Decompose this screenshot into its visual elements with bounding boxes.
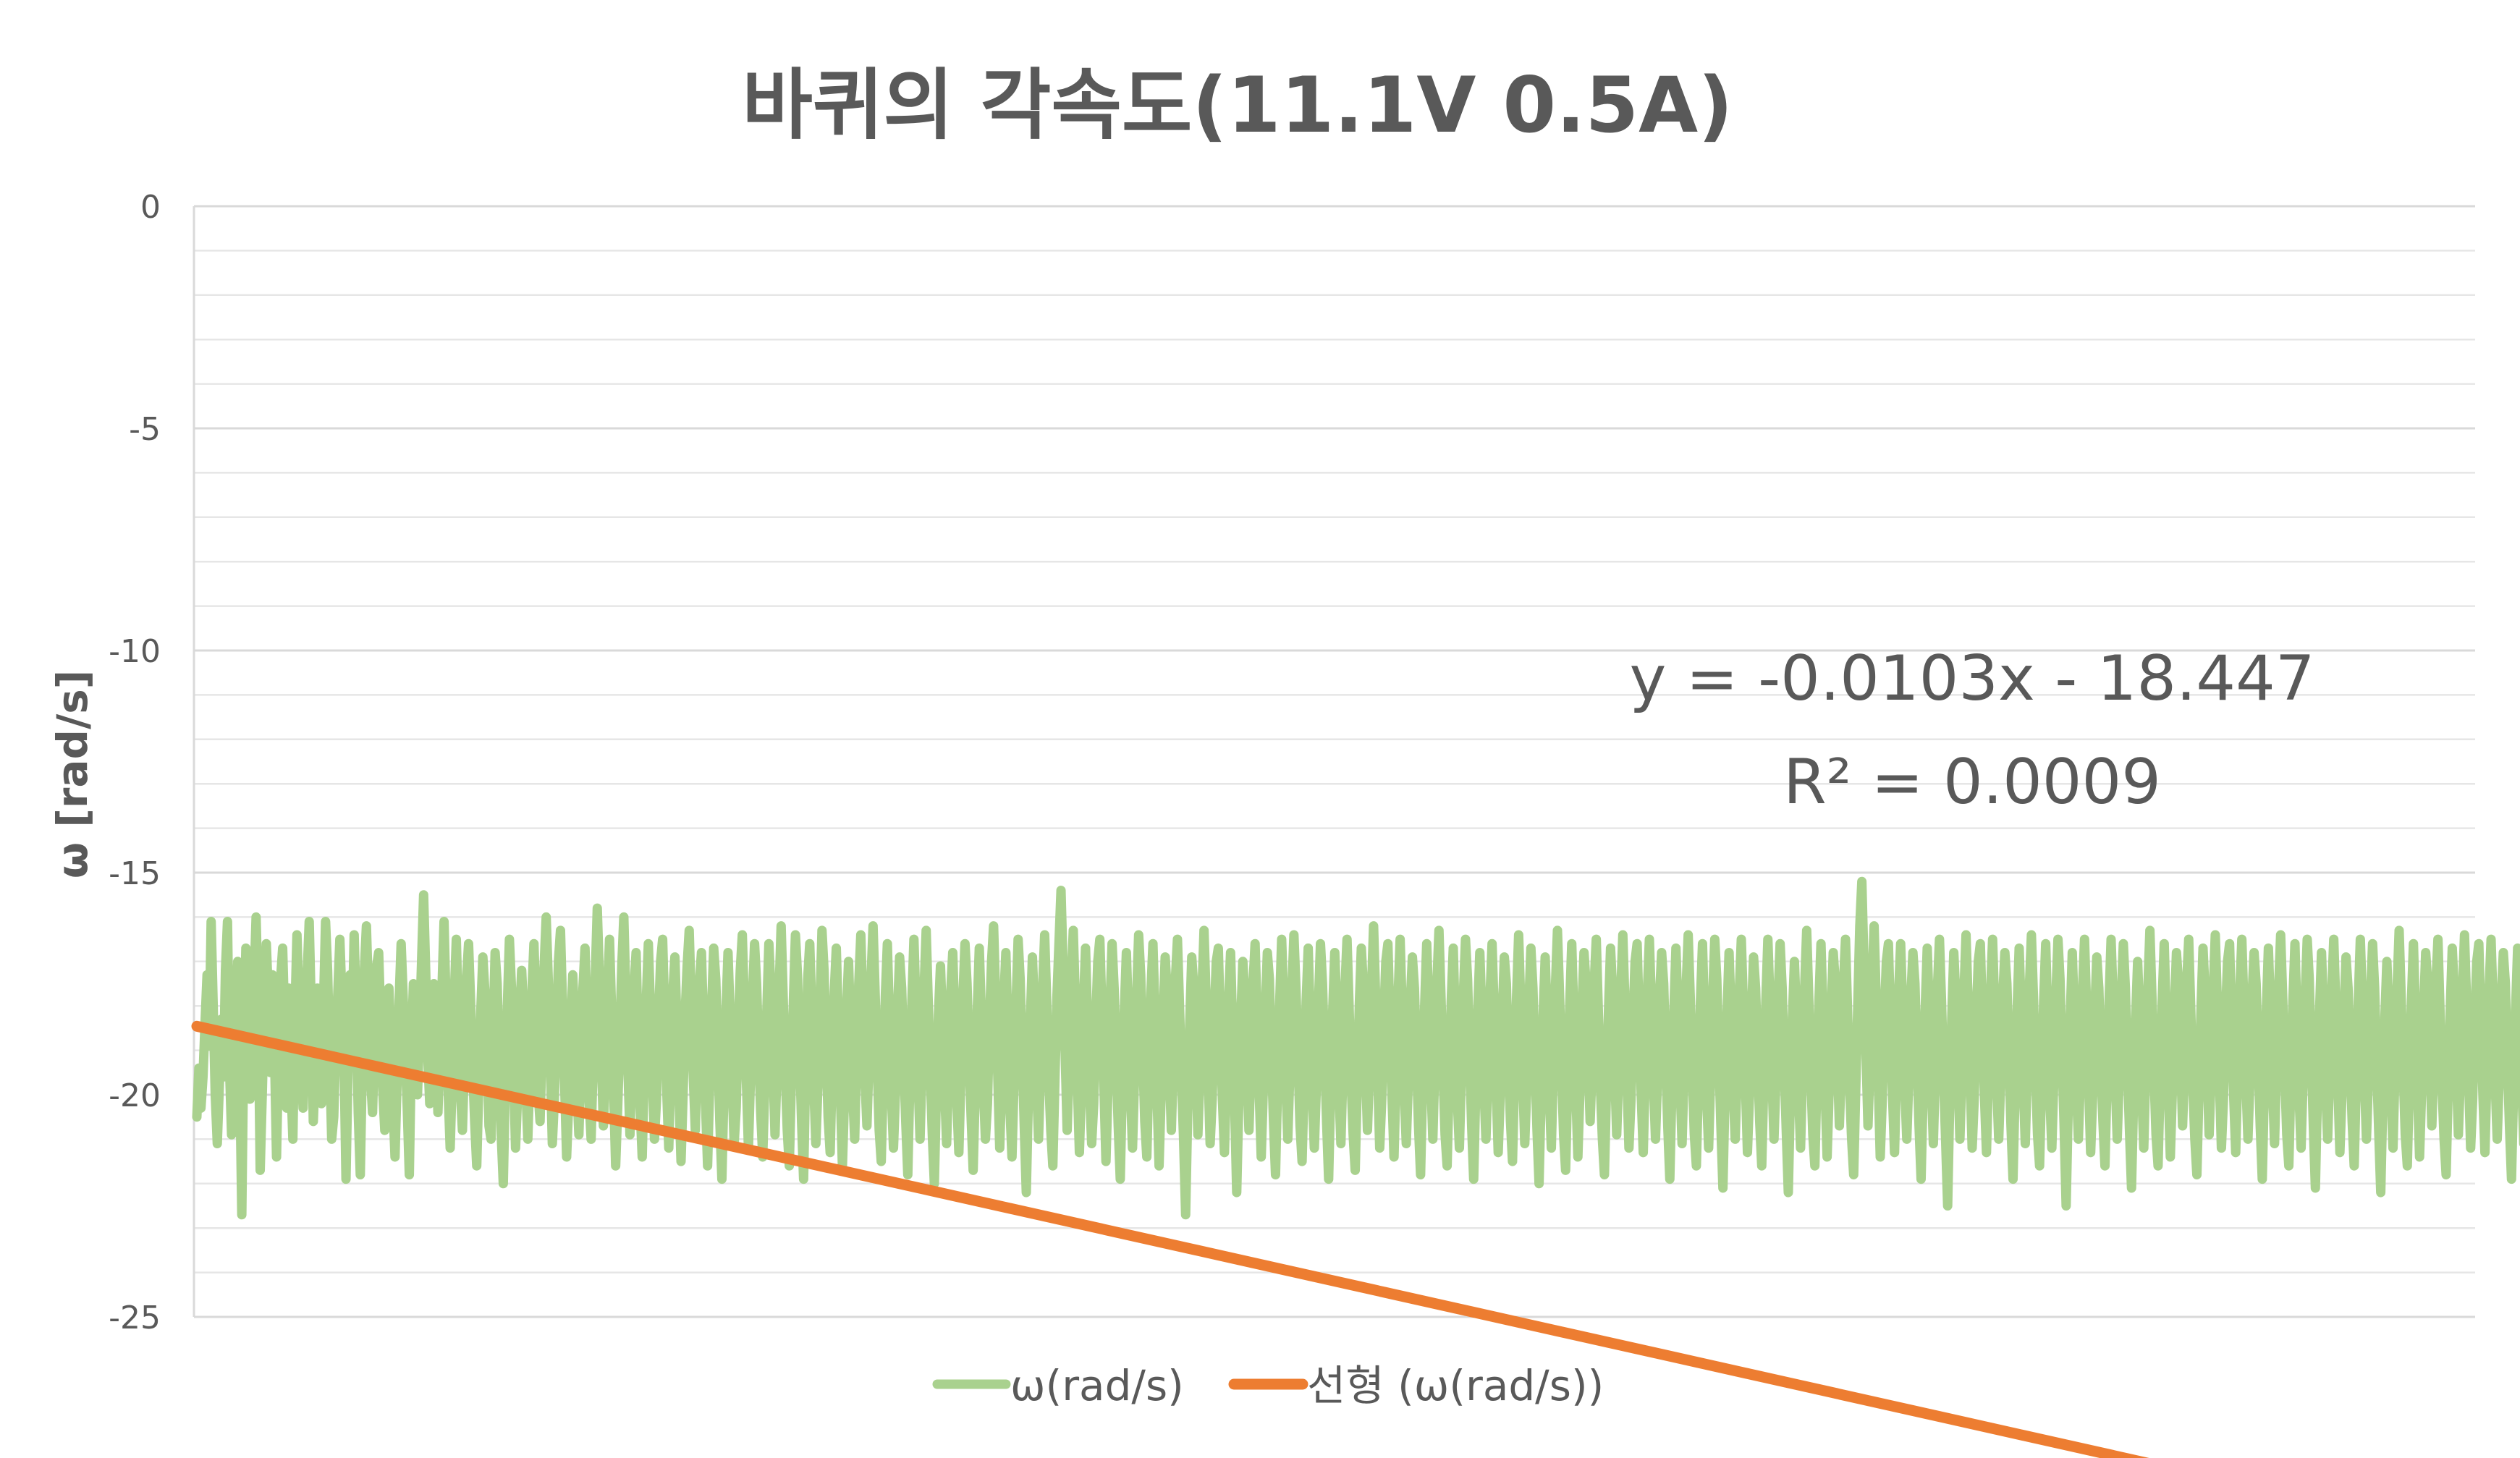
y-tick-label: -15: [109, 855, 161, 892]
y-tick-label: 0: [140, 189, 161, 226]
series-line-trendline: [191, 1020, 2149, 1458]
y-axis-ticks: 0 -5 -10 -15 -20 -25: [109, 189, 161, 1336]
y-tick-label: -5: [129, 411, 161, 448]
legend-item-trendline: 선형 (ω(rad/s)): [1228, 1361, 1604, 1410]
y-tick-label: -10: [109, 633, 161, 670]
legend-label-omega: ω(rad/s): [1010, 1361, 1184, 1410]
legend-item-omega: ω(rad/s): [932, 1361, 1184, 1410]
y-tick-label: -25: [109, 1300, 161, 1336]
series-line-omega: [192, 876, 2520, 1220]
trendline-equation: y = -0.0103x - 18.447: [1629, 643, 2314, 715]
y-tick-label: -20: [109, 1077, 161, 1114]
chart-title: 바퀴의 각속도(11.1V 0.5A): [742, 61, 1733, 150]
legend-label-trendline: 선형 (ω(rad/s)): [1307, 1361, 1604, 1410]
y-axis-title: ω [rad/s]: [48, 670, 97, 879]
legend: ω(rad/s) 선형 (ω(rad/s)): [932, 1361, 1604, 1410]
trendline-r-squared: R² = 0.0009: [1783, 746, 2161, 818]
series-layer: [191, 876, 2520, 1458]
